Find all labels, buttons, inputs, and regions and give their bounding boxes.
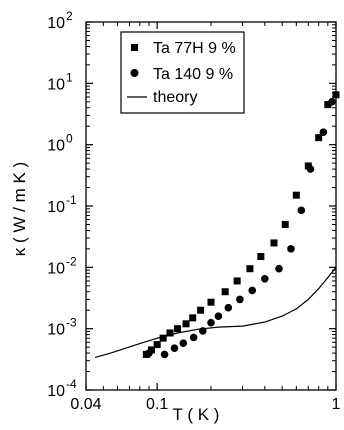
x-axis-label: T ( K ) <box>173 405 220 424</box>
data-point-circle <box>319 128 328 136</box>
legend-marker-circle <box>130 69 139 77</box>
data-point-square <box>153 341 161 349</box>
data-point-square <box>233 277 241 285</box>
y-tick-label: 10 <box>47 15 65 32</box>
y-tick-label-exponent: 0 <box>66 132 73 146</box>
legend-label-series-3: theory <box>153 89 197 106</box>
data-point-circle <box>189 333 198 342</box>
data-point-square <box>324 101 332 109</box>
y-tick-label: 10 <box>47 199 65 216</box>
legend-label-series-1: Ta 77H 9 % <box>153 40 236 57</box>
y-tick-label: 10 <box>47 322 65 339</box>
x-tick-label: 0.1 <box>146 396 168 413</box>
data-point-square <box>166 329 174 337</box>
data-point-square <box>246 265 254 273</box>
data-point-circle <box>328 97 336 106</box>
data-point-circle <box>306 165 315 173</box>
data-point-circle <box>261 275 269 283</box>
data-point-square <box>159 334 167 342</box>
y-tick-label-exponent: 1 <box>66 70 73 84</box>
y-tick-label-exponent: -3 <box>66 316 77 330</box>
data-point-circle <box>236 295 244 304</box>
data-point-square <box>148 346 156 354</box>
data-point-square <box>315 134 323 142</box>
data-point-circle <box>297 206 306 215</box>
data-point-square <box>207 298 215 306</box>
data-point-square <box>189 314 197 322</box>
data-point-circle <box>248 286 257 295</box>
y-tick-label: 10 <box>47 383 65 400</box>
data-point-circle <box>214 312 223 320</box>
y-tick-label-exponent: 2 <box>66 9 73 23</box>
data-point-square <box>221 288 229 296</box>
y-tick-label: 10 <box>47 76 65 93</box>
series-theory-line <box>94 266 337 358</box>
data-point-square <box>332 91 340 99</box>
y-tick-label: 10 <box>47 260 65 277</box>
data-point-square <box>304 162 312 170</box>
data-point-square <box>292 191 300 199</box>
data-point-circle <box>224 303 233 312</box>
data-point-square <box>182 320 190 328</box>
data-point-circle <box>275 264 283 273</box>
data-point-square <box>281 220 289 228</box>
data-point-square <box>197 306 205 314</box>
legend-marker-square <box>131 44 138 51</box>
data-point-circle <box>145 349 153 357</box>
y-tick-label-exponent: -1 <box>66 193 77 207</box>
x-tick-label: 0.04 <box>70 396 101 413</box>
data-point-circle <box>287 245 295 253</box>
data-point-circle <box>160 350 169 359</box>
y-tick-label: 10 <box>47 138 65 155</box>
data-point-square <box>257 253 265 261</box>
legend-box <box>120 31 245 114</box>
legend-label-series-2: Ta 140 9 % <box>153 66 233 83</box>
data-point-circle <box>170 344 179 353</box>
data-point-circle <box>207 318 215 327</box>
data-point-circle <box>179 339 188 347</box>
data-point-square <box>270 239 278 247</box>
data-point-square <box>174 325 182 333</box>
y-axis-label: κ ( W / m K ) <box>10 162 29 256</box>
x-tick-label: 1 <box>332 396 341 413</box>
y-tick-label-exponent: -4 <box>66 377 77 391</box>
y-tick-label-exponent: -2 <box>66 254 77 268</box>
